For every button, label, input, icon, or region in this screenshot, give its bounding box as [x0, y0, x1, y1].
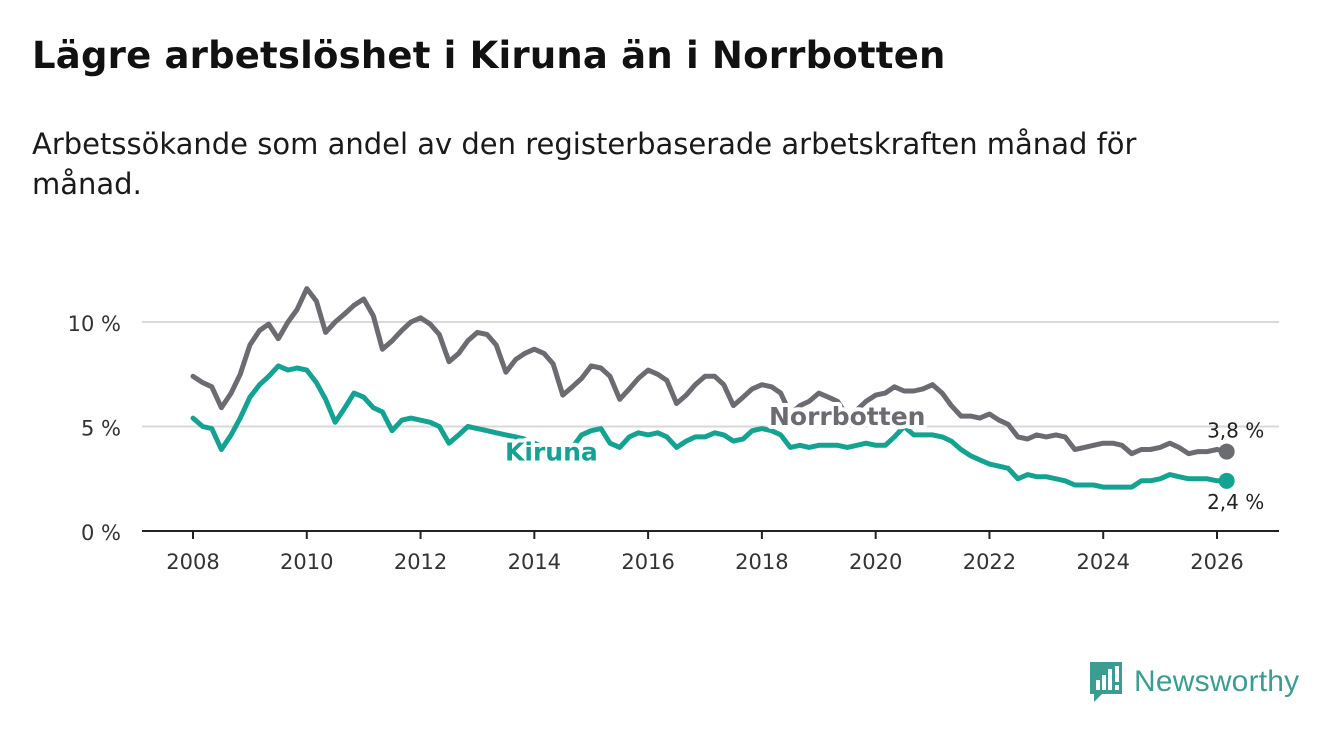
- newsworthy-brand[interactable]: Newsworthy: [1088, 660, 1299, 704]
- x-tick-label: 2024: [1076, 550, 1129, 574]
- x-tick-label: 2008: [166, 550, 219, 574]
- y-tick-label: 5 %: [81, 417, 121, 441]
- x-tick-label: 2020: [849, 550, 902, 574]
- x-tick-label: 2014: [508, 550, 561, 574]
- x-tick-label: 2026: [1190, 550, 1243, 574]
- series-label-norrbotten: Norrbotten: [769, 402, 925, 431]
- end-marker-norrbotten: [1218, 443, 1235, 460]
- series-line-kiruna: [190, 363, 1230, 490]
- end-label-kiruna: 2,4 %: [1207, 490, 1264, 514]
- y-tick-label: 10 %: [68, 312, 121, 336]
- series-line-norrbotten: [190, 286, 1230, 457]
- x-tick-label: 2018: [735, 550, 788, 574]
- x-tick-label: 2016: [621, 550, 674, 574]
- y-tick-label: 0 %: [81, 521, 121, 545]
- x-tick-label: 2010: [280, 550, 333, 574]
- chart-title: Lägre arbetslöshet i Kiruna än i Norrbot…: [32, 34, 946, 77]
- end-marker-kiruna: [1218, 472, 1235, 489]
- series-label-kiruna: Kiruna: [505, 438, 598, 467]
- x-tick-label: 2012: [394, 550, 447, 574]
- chart-subtitle: Arbetssökande som andel av den registerb…: [32, 127, 1137, 201]
- newsworthy-logo-icon: [1090, 662, 1122, 702]
- end-label-norrbotten: 3,8 %: [1207, 419, 1264, 443]
- x-tick-label: 2022: [963, 550, 1016, 574]
- brand-name: Newsworthy: [1134, 665, 1300, 698]
